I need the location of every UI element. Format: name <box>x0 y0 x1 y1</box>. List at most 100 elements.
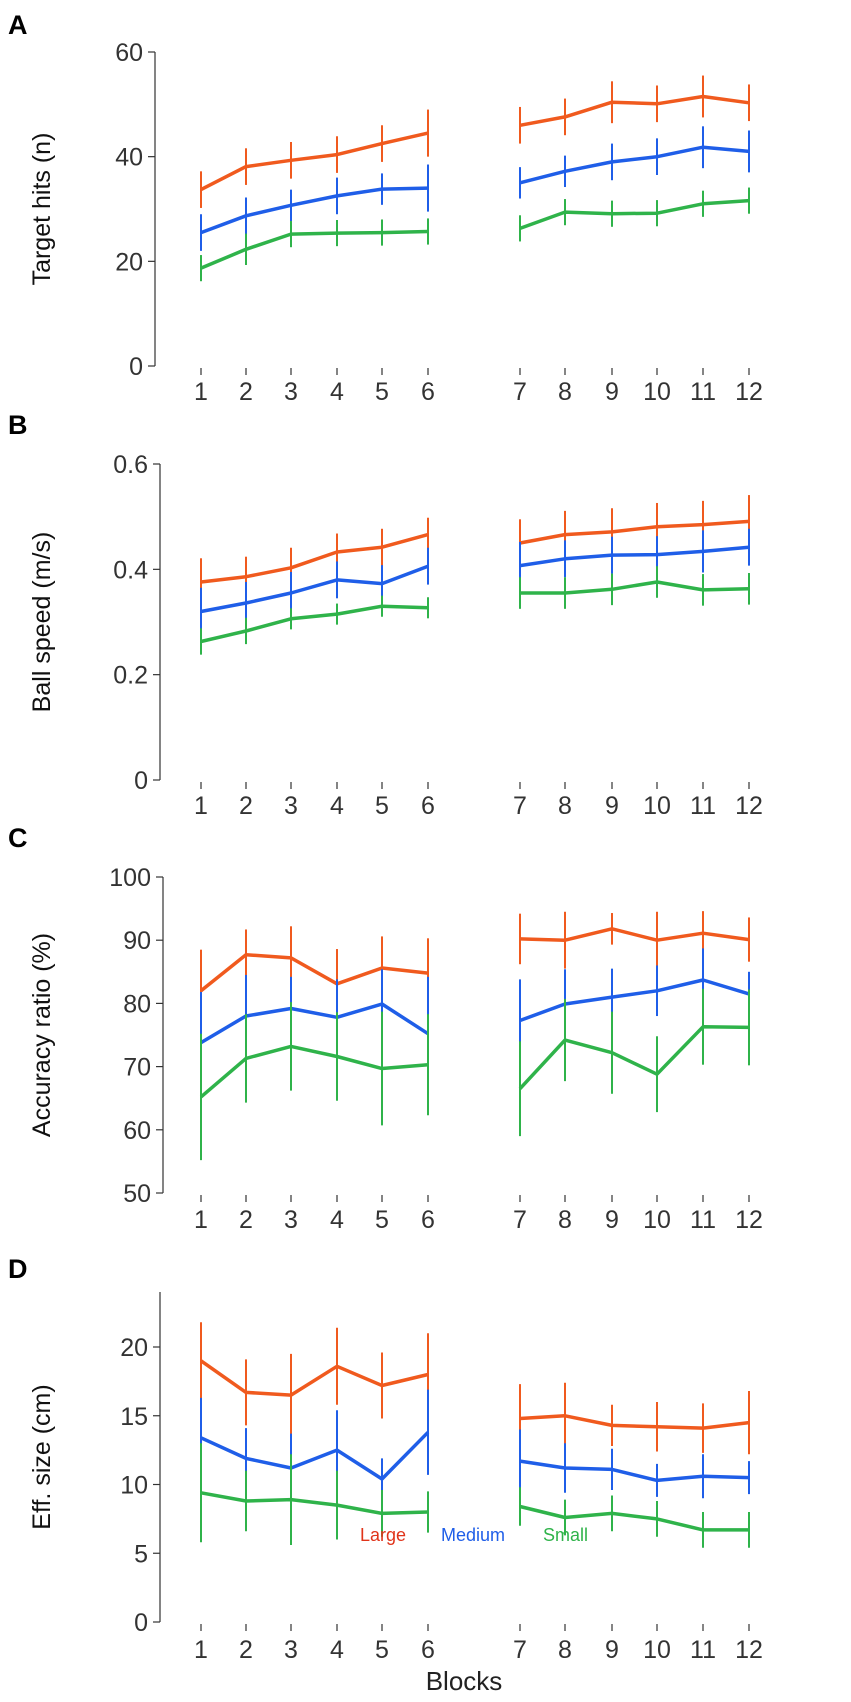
x-tick-label: 2 <box>239 1636 253 1664</box>
x-tick-label: 11 <box>690 792 716 820</box>
y-axis-label: Target hits (n) <box>28 133 56 286</box>
x-axis-label: Blocks <box>426 1666 503 1696</box>
x-tick-label: 2 <box>239 378 253 406</box>
legend-medium: Medium <box>441 1525 505 1545</box>
series-line <box>519 94 750 128</box>
series-small <box>200 1443 750 1548</box>
x-tick-label: 4 <box>330 378 344 406</box>
y-tick-label: 90 <box>123 927 151 955</box>
x-tick-label: 7 <box>513 1636 527 1664</box>
series-large <box>199 911 750 1032</box>
y-tick-label: 0.2 <box>113 662 148 690</box>
panel-letter: A <box>8 10 28 40</box>
x-tick-label: 4 <box>330 792 344 820</box>
x-tick-label: 8 <box>558 1206 572 1234</box>
x-tick-label: 3 <box>284 1206 298 1234</box>
x-tick-label: 2 <box>239 792 253 820</box>
series-small <box>200 187 750 282</box>
series-line <box>519 545 750 568</box>
x-tick-label: 6 <box>421 378 435 406</box>
series-line <box>200 1002 429 1045</box>
series-line <box>519 1414 750 1430</box>
y-tick-label: 40 <box>115 144 143 172</box>
y-tick-label: 20 <box>120 1334 148 1362</box>
series-line <box>519 927 750 942</box>
x-tick-label: 1 <box>194 378 208 406</box>
x-tick-label: 8 <box>558 792 572 820</box>
y-tick-label: 70 <box>123 1054 151 1082</box>
y-tick-label: 0 <box>129 353 143 381</box>
y-axis-label: Accuracy ratio (%) <box>28 933 56 1137</box>
x-tick-label: 5 <box>375 378 389 406</box>
x-tick-label: 7 <box>513 1206 527 1234</box>
panel-letter: D <box>8 1254 28 1284</box>
y-axis-label: Ball speed (m/s) <box>28 532 56 713</box>
series-large <box>200 75 750 208</box>
x-tick-label: 10 <box>643 792 671 820</box>
x-tick-label: 5 <box>375 1636 389 1664</box>
panel-letter: B <box>8 410 28 440</box>
x-tick-label: 12 <box>735 792 763 820</box>
x-tick-label: 4 <box>330 1636 344 1664</box>
y-tick-label: 80 <box>123 990 151 1018</box>
x-tick-label: 10 <box>643 1206 671 1234</box>
legend-small: Small <box>543 1525 588 1545</box>
x-tick-label: 8 <box>558 1636 572 1664</box>
series-small <box>200 566 750 655</box>
series-line <box>520 580 750 595</box>
x-tick-label: 12 <box>735 1636 763 1664</box>
x-tick-label: 3 <box>284 378 298 406</box>
series-line <box>519 978 750 1023</box>
series-medium <box>200 1389 750 1503</box>
series-line <box>200 1431 430 1481</box>
series-line <box>200 229 429 270</box>
x-tick-label: 2 <box>239 1206 253 1234</box>
y-tick-label: 10 <box>120 1472 148 1500</box>
x-tick-label: 11 <box>690 1636 716 1664</box>
series-large <box>200 495 750 606</box>
x-tick-label: 6 <box>421 792 435 820</box>
series-medium <box>200 528 750 636</box>
x-tick-label: 9 <box>605 1636 619 1664</box>
y-axis-label: Eff. size (cm) <box>28 1384 56 1529</box>
x-tick-label: 9 <box>605 792 619 820</box>
y-tick-label: 60 <box>123 1117 151 1145</box>
series-line <box>518 1025 750 1090</box>
series-line <box>519 198 750 231</box>
x-tick-label: 12 <box>735 1206 763 1234</box>
series-line <box>200 532 429 584</box>
x-tick-label: 6 <box>421 1206 435 1234</box>
x-tick-label: 11 <box>690 1206 716 1234</box>
series-line <box>200 604 429 644</box>
x-tick-label: 5 <box>375 792 389 820</box>
y-tick-label: 20 <box>115 248 143 276</box>
y-tick-label: 0 <box>134 1609 148 1637</box>
legend-large: Large <box>360 1525 406 1545</box>
x-tick-label: 8 <box>558 378 572 406</box>
x-tick-label: 11 <box>690 378 716 406</box>
y-tick-label: 5 <box>134 1540 148 1568</box>
x-tick-label: 10 <box>643 378 671 406</box>
panel-letter: C <box>8 823 28 853</box>
x-tick-label: 9 <box>605 1206 619 1234</box>
series-line <box>519 145 750 185</box>
x-tick-label: 7 <box>513 792 527 820</box>
series-line <box>200 1491 429 1516</box>
y-tick-label: 0.4 <box>113 556 148 584</box>
series-line <box>519 1504 749 1532</box>
series-medium <box>200 948 750 1094</box>
x-tick-label: 1 <box>194 1206 208 1234</box>
y-tick-label: 100 <box>109 864 151 892</box>
series-line <box>519 1459 750 1483</box>
x-tick-label: 3 <box>284 792 298 820</box>
series-small <box>199 988 750 1161</box>
series-line <box>199 1044 429 1099</box>
y-tick-label: 0 <box>134 767 148 795</box>
x-tick-label: 1 <box>194 792 208 820</box>
x-tick-label: 7 <box>513 378 527 406</box>
